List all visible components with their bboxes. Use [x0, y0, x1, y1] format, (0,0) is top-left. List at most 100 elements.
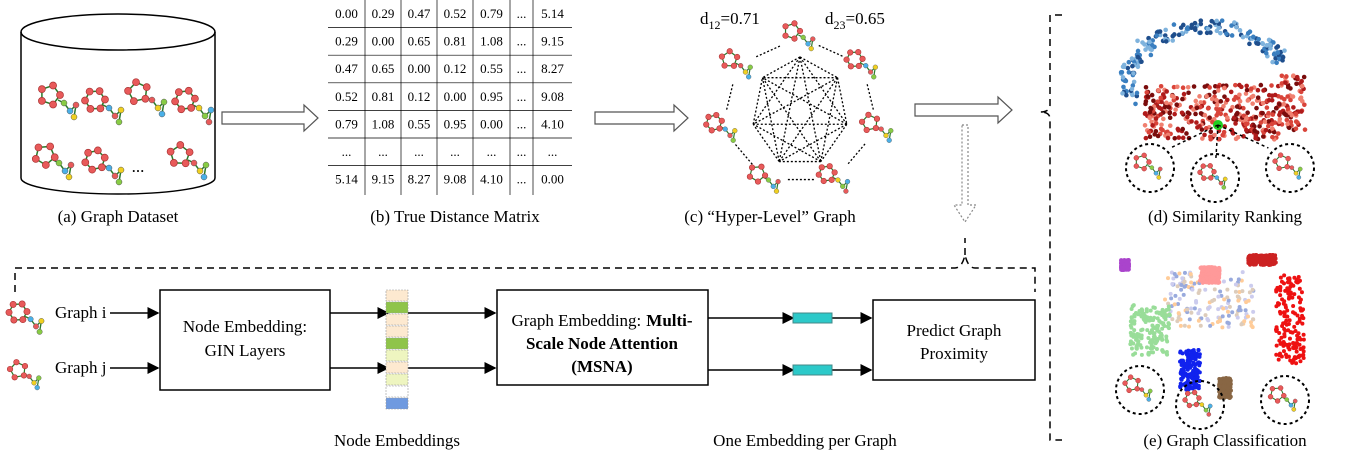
point: [1301, 316, 1305, 320]
matrix-cell: 0.00: [480, 116, 503, 131]
point: [1276, 44, 1281, 49]
box-text: Node Embedding:: [183, 317, 307, 336]
point: [1227, 314, 1231, 318]
matrix-cell: ...: [414, 144, 424, 159]
point: [1170, 94, 1175, 99]
point: [1279, 276, 1283, 280]
point: [1234, 25, 1239, 30]
point: [1168, 115, 1173, 120]
atom: [1277, 166, 1282, 171]
point: [1167, 105, 1172, 110]
point: [1245, 88, 1250, 93]
point: [1226, 381, 1230, 385]
atom: [873, 65, 878, 70]
point: [1135, 345, 1139, 349]
point: [1197, 360, 1201, 364]
point: [1256, 88, 1261, 93]
point: [1292, 292, 1296, 296]
matrix-cell: 9.15: [372, 172, 395, 187]
point: [1164, 39, 1169, 44]
atom: [856, 63, 862, 69]
point: [1195, 383, 1199, 387]
proximity-box: [873, 300, 1035, 380]
edge: [753, 57, 800, 124]
atom: [1201, 164, 1206, 169]
atom: [86, 88, 93, 95]
point: [1285, 122, 1290, 127]
atom: [186, 149, 193, 156]
point: [1187, 325, 1191, 329]
point: [1227, 377, 1231, 381]
point: [1177, 135, 1182, 140]
molecule: [1198, 163, 1228, 189]
point: [1194, 370, 1198, 374]
point: [1244, 128, 1249, 133]
point: [1130, 316, 1134, 320]
atom: [39, 318, 44, 323]
matrix-cell: 5.14: [335, 172, 358, 187]
point: [1267, 263, 1271, 267]
point: [1144, 136, 1149, 141]
point: [1295, 75, 1300, 80]
atom: [1123, 381, 1128, 386]
point: [1170, 282, 1174, 286]
point: [1173, 107, 1178, 112]
atom: [159, 111, 165, 117]
matrix-cell: 0.00: [541, 172, 564, 187]
matrix-cell: 0.95: [444, 116, 467, 131]
point: [1236, 316, 1240, 320]
point: [1246, 315, 1250, 319]
point: [1151, 318, 1155, 322]
point: [1259, 83, 1264, 88]
point: [1284, 353, 1288, 357]
point: [1266, 111, 1271, 116]
atom: [884, 133, 889, 138]
point: [1298, 317, 1302, 321]
point: [1200, 268, 1204, 272]
point: [1293, 311, 1297, 315]
point: [1184, 372, 1188, 376]
point: [1166, 276, 1170, 280]
graph-embedding: [793, 313, 832, 323]
point: [1178, 297, 1182, 301]
point: [1233, 83, 1238, 88]
point: [1282, 314, 1286, 318]
point: [1279, 336, 1283, 340]
point: [1237, 277, 1241, 281]
point: [1288, 337, 1292, 341]
point: [1132, 313, 1136, 317]
atom: [783, 23, 789, 29]
point: [1209, 19, 1214, 24]
atom: [792, 36, 798, 42]
point: [1140, 353, 1144, 357]
point: [1282, 48, 1287, 53]
point: [1266, 255, 1270, 259]
atom: [848, 64, 854, 70]
atom: [810, 37, 815, 42]
atom: [719, 118, 725, 124]
atom: [1275, 399, 1280, 404]
point: [1198, 18, 1203, 23]
point: [1229, 278, 1233, 282]
point: [1185, 25, 1190, 30]
point: [1172, 32, 1177, 37]
atom: [71, 114, 77, 120]
matrix-cell: 0.00: [372, 34, 395, 49]
point: [1144, 320, 1148, 324]
edge: [867, 84, 873, 109]
molecule: [1134, 153, 1162, 180]
point: [1156, 328, 1160, 332]
atom: [1208, 163, 1213, 168]
point: [1291, 359, 1295, 363]
point: [1202, 133, 1207, 138]
edge: [753, 124, 821, 161]
atom: [1185, 391, 1190, 396]
point: [1163, 324, 1167, 328]
point: [1180, 378, 1184, 382]
point: [1169, 292, 1173, 296]
atom: [1285, 398, 1289, 402]
atom: [1192, 390, 1197, 395]
matrix-cell: ...: [517, 144, 527, 159]
atom: [6, 309, 12, 315]
point: [1219, 99, 1224, 104]
